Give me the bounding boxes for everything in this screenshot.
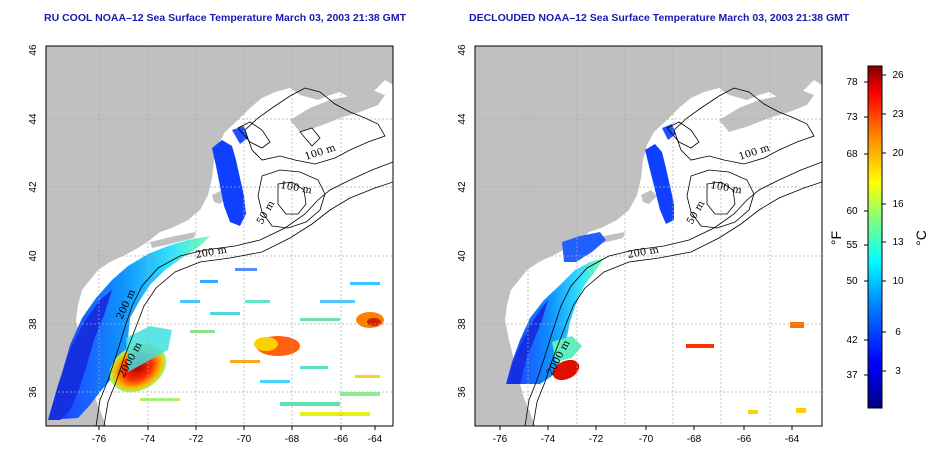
left-long-island [150,232,196,248]
left-nova-scotia [290,90,385,132]
left-x-axis [98,426,376,430]
left-map-title: RU COOL NOAA–12 Sea Surface Temperature … [44,12,407,24]
right-y-tick-label: 44 [457,113,468,125]
left-y-tick-label: 42 [28,181,39,193]
right-y-tick-label: 42 [457,181,468,193]
colorbar-celsius-labels: 26 23 20 16 13 10 6 3 [892,70,904,377]
right-gulf-maine-patch2 [662,124,676,140]
colorbar-c-tick-label: 6 [895,327,901,338]
left-map: 100 m 100 m 50 m 200 m 200 m 2000 m -76 … [28,44,394,445]
left-y-tick-label: 36 [28,386,39,398]
right-x-tick-label: -66 [737,434,752,445]
right-patch-bottom-a [748,410,758,414]
left-gulf-maine-patch [212,140,246,226]
colorbar-c-tick-label: 16 [892,199,904,210]
right-patch-bottom-b [796,408,806,413]
colorbar-celsius-ticks [882,74,886,372]
colorbar-c-tick-label: 26 [892,70,904,81]
colorbar-f-tick-label: 73 [846,112,858,123]
left-land [46,46,393,426]
left-shelf-coastal [48,236,210,420]
right-shelf-coastal [506,258,604,384]
right-hudson-patch [562,232,606,262]
left-x-tick-labels: -76 -74 -72 -70 -68 -66 -64 [92,434,383,445]
right-gulf-stream-band [552,336,582,362]
right-x-tick-label: -64 [785,434,800,445]
left-y-tick-label: 40 [28,250,39,262]
right-gulf-stream-hot [552,359,580,381]
left-x-tick-label: -76 [92,434,107,445]
right-x-tick-labels: -76 -74 -72 -70 -68 -66 -64 [493,434,800,445]
colorbar-f-tick-label: 42 [846,335,858,346]
right-x-tick-label: -76 [493,434,508,445]
right-y-tick-label: 38 [457,318,468,330]
left-grid [46,46,393,426]
colorbar-f-tick-label: 60 [846,206,858,217]
left-x-tick-label: -70 [237,434,252,445]
right-cape-cod [641,190,657,204]
right-map: 100 m 100 m 50 m 200 m 2000 m -76 -74 -7… [457,44,823,445]
right-x-tick-label: -74 [541,434,556,445]
right-map-frame [474,45,823,427]
colorbar-c-tick-label: 3 [895,366,901,377]
right-y-tick-label: 36 [457,386,468,398]
colorbar-f-tick-label: 68 [846,149,858,160]
left-scattered-pixels [140,268,380,416]
left-x-tick-label: -66 [334,434,349,445]
right-y-tick-labels: 36 38 40 42 44 46 [457,44,468,398]
left-map-frame [45,45,394,427]
right-nova-scotia [719,90,814,132]
colorbar-c-tick-label: 23 [892,109,904,120]
colorbar-f-tick-label: 78 [846,77,858,88]
left-x-tick-label: -74 [141,434,156,445]
colorbar-fahrenheit-title: °F [828,231,844,245]
colorbar-gradient [867,65,883,409]
right-x-tick-label: -68 [687,434,702,445]
right-x-axis [499,426,793,430]
left-x-tick-label: -68 [285,434,300,445]
colorbar-f-tick-label: 55 [846,240,858,251]
left-x-tick-label: -64 [368,434,383,445]
right-y-tick-label: 40 [457,250,468,262]
left-y-tick-label: 46 [28,44,39,56]
right-bathymetry-contours [524,87,822,426]
right-y-tick-label: 46 [457,44,468,56]
colorbar: 78 73 68 60 55 50 42 37 26 23 20 16 13 1… [828,65,929,409]
right-gulf-maine-patch [645,144,674,224]
left-coastal-deepblue [48,290,112,420]
colorbar-c-tick-label: 10 [892,276,904,287]
left-ring-right-core [367,318,381,326]
colorbar-fahrenheit-ticks [864,81,868,376]
left-ring-warm-edge [254,337,278,351]
left-x-tick-label: -72 [189,434,204,445]
right-map-title: DECLOUDED NOAA–12 Sea Surface Temperatur… [469,12,850,24]
colorbar-celsius-title: °C [913,230,929,246]
right-x-tick-label: -70 [639,434,654,445]
colorbar-c-tick-label: 20 [892,148,904,159]
right-land [475,46,822,426]
right-ring-right [790,322,804,328]
right-ring-warm [686,344,714,348]
colorbar-f-tick-label: 50 [846,276,858,287]
right-x-tick-label: -72 [589,434,604,445]
colorbar-f-tick-label: 37 [846,370,858,381]
left-y-tick-label: 38 [28,318,39,330]
left-bathymetry-contours [95,87,393,426]
left-gulf-stream-band [126,326,172,372]
left-y-tick-labels: 36 38 40 42 44 46 [28,44,39,398]
colorbar-fahrenheit-labels: 78 73 68 60 55 50 42 37 [846,77,858,381]
left-y-tick-label: 44 [28,113,39,125]
colorbar-c-tick-label: 13 [892,237,904,248]
